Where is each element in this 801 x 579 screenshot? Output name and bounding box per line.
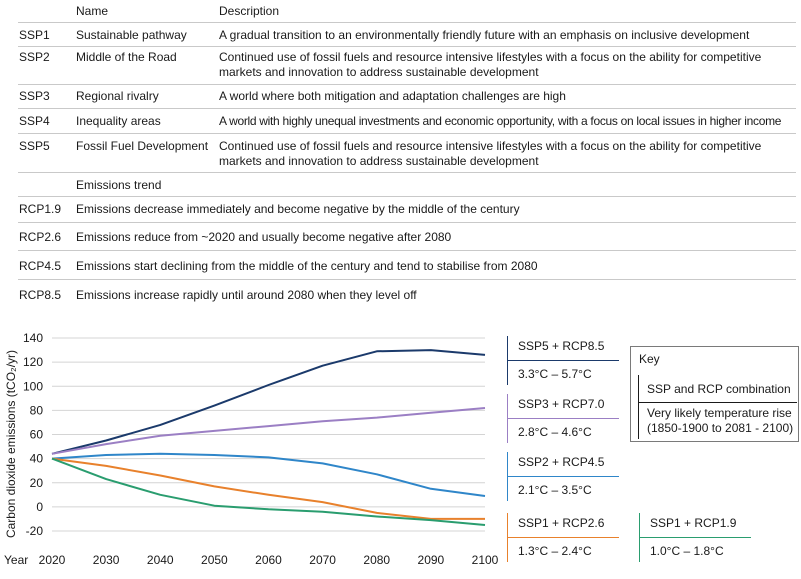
column-header-name: Name (76, 4, 109, 18)
legend-series-name: SSP3 + RCP7.0 (507, 394, 619, 419)
key-title: Key (639, 352, 660, 366)
x-tick-labels: 2020 2030 2040 2050 2060 2070 2080 2090 2100 (39, 553, 499, 567)
divider (18, 46, 796, 47)
divider (18, 196, 796, 197)
legend-ssp1-rcp26: SSP1 + RCP2.6 1.3°C – 2.4°C (507, 513, 619, 562)
series-lines (51, 349, 486, 526)
row-name: Middle of the Road (76, 50, 177, 64)
y-tick-labels: -20 0 20 40 60 80 100 120 140 (23, 331, 43, 538)
divider (18, 172, 796, 173)
key-divider (639, 402, 797, 403)
y-tick-label: -20 (26, 524, 44, 538)
y-axis-label: Carbon dioxide emissions (tCO₂/yr) (4, 350, 18, 538)
row-code: SSP1 (19, 28, 50, 42)
y-tick-label: 40 (30, 452, 44, 466)
y-tick-label: 20 (30, 476, 44, 490)
row-code: SSP5 (19, 139, 50, 153)
column-header-description: Description (219, 4, 280, 18)
row-name: Fossil Fuel Development (76, 139, 209, 153)
key-temperature-label: Very likely temperature rise (647, 406, 792, 420)
legend-series-name: SSP5 + RCP8.5 (507, 336, 619, 361)
x-tick-label: 2070 (309, 553, 336, 567)
legend-series-name: SSP1 + RCP1.9 (639, 513, 751, 538)
x-tick-label: 2040 (147, 553, 174, 567)
x-axis-label: Year (4, 553, 28, 567)
y-tick-label: 60 (30, 428, 44, 442)
legend-series-range: 2.1°C – 3.5°C (507, 477, 619, 501)
key-temperature-period: (1850-1900 to 2081 - 2100) (647, 421, 794, 435)
x-tick-label: 2080 (363, 553, 390, 567)
legend-series-name: SSP1 + RCP2.6 (507, 513, 619, 538)
row-description: Continued use of fossil fuels and resour… (219, 139, 762, 168)
legend-ssp5-rcp85: SSP5 + RCP8.5 3.3°C – 5.7°C (507, 336, 619, 385)
row-code: RCP8.5 (19, 288, 62, 302)
row-name: Inequality areas (76, 114, 161, 128)
key-sample: SSP and RCP combination Very likely temp… (638, 375, 797, 439)
grid-lines (52, 337, 485, 532)
row-description: A world with highly unequal investments … (219, 114, 782, 128)
row-description: Emissions increase rapidly until around … (76, 288, 417, 302)
legend-series-range: 3.3°C – 5.7°C (507, 361, 619, 385)
row-description: A gradual transition to an environmental… (219, 28, 750, 42)
divider (18, 84, 796, 85)
divider (18, 22, 796, 23)
row-code: SSP4 (19, 114, 50, 128)
legend-series-name: SSP2 + RCP4.5 (507, 452, 619, 477)
series-line-4 (51, 457, 486, 526)
row-description: Continued use of fossil fuels and resour… (219, 50, 762, 79)
x-tick-label: 2030 (93, 553, 120, 567)
legend-ssp3-rcp70: SSP3 + RCP7.0 2.8°C – 4.6°C (507, 394, 619, 443)
legend-ssp1-rcp19: SSP1 + RCP1.9 1.0°C – 1.8°C (639, 513, 751, 562)
row-code: RCP1.9 (19, 202, 62, 216)
row-name: Sustainable pathway (76, 28, 187, 42)
y-tick-label: 120 (23, 355, 43, 369)
divider (18, 108, 796, 109)
legend-series-range: 1.3°C – 2.4°C (507, 538, 619, 562)
divider (18, 279, 796, 280)
x-tick-label: 2100 (472, 553, 499, 567)
divider (18, 250, 796, 251)
y-tick-label: 0 (36, 500, 43, 514)
row-code: RCP4.5 (19, 259, 62, 273)
legend-series-range: 1.0°C – 1.8°C (639, 538, 751, 562)
series-line-2 (51, 452, 486, 497)
divider (18, 133, 796, 134)
row-description: Emissions start declining from the middl… (76, 259, 538, 273)
y-tick-label: 80 (30, 403, 44, 417)
key-box: Key SSP and RCP combination Very likely … (630, 346, 799, 442)
legend-ssp2-rcp45: SSP2 + RCP4.5 2.1°C – 3.5°C (507, 452, 619, 501)
row-description: Emissions decrease immediately and becom… (76, 202, 520, 216)
x-tick-label: 2050 (201, 553, 228, 567)
y-tick-label: 100 (23, 379, 43, 393)
row-name: Regional rivalry (76, 89, 159, 103)
series-line-3 (51, 457, 485, 520)
x-tick-label: 2060 (255, 553, 282, 567)
series-line-0 (51, 349, 486, 455)
divider (18, 222, 796, 223)
column-header-emissions-trend: Emissions trend (76, 178, 162, 192)
row-description: Emissions reduce from ~2020 and usually … (76, 230, 452, 244)
legend-series-range: 2.8°C – 4.6°C (507, 419, 619, 443)
row-code: SSP3 (19, 89, 50, 103)
row-code: SSP2 (19, 50, 50, 64)
row-code: RCP2.6 (19, 230, 62, 244)
key-combination-label: SSP and RCP combination (647, 382, 791, 396)
x-tick-label: 2020 (39, 553, 66, 567)
y-tick-label: 140 (23, 331, 43, 345)
series-line-1 (51, 407, 486, 455)
row-description: A world where both mitigation and adapta… (219, 89, 566, 103)
x-tick-label: 2090 (418, 553, 445, 567)
